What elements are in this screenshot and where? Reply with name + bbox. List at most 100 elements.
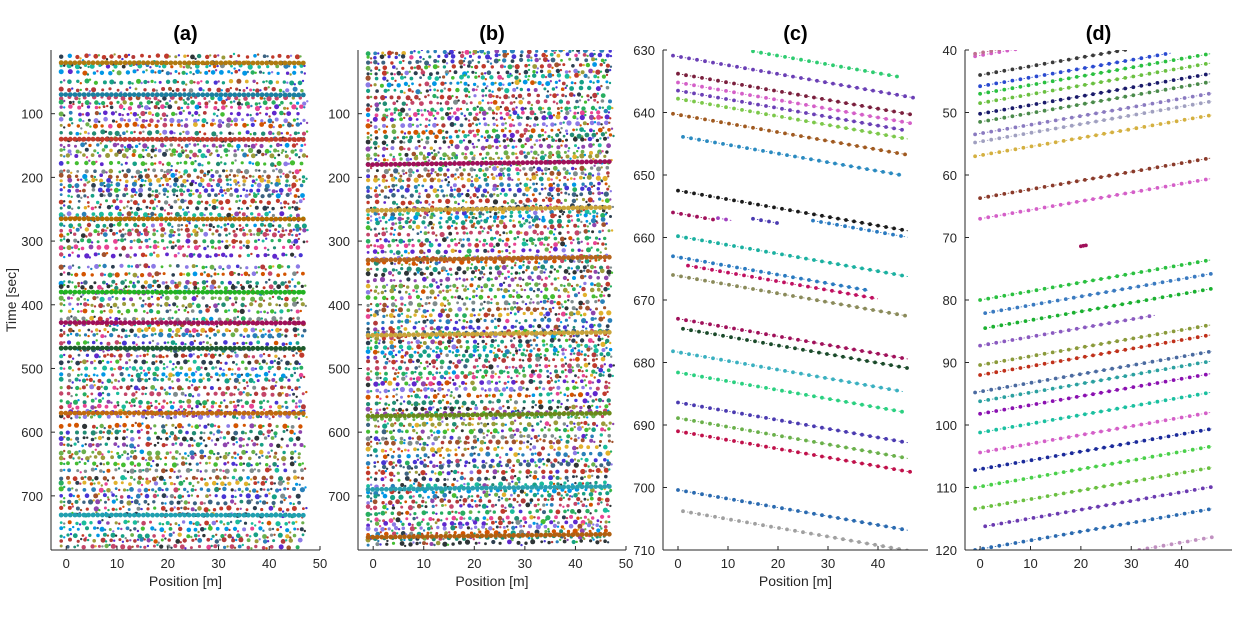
data-point (67, 296, 71, 300)
data-point (95, 92, 101, 97)
data-point (154, 528, 157, 531)
data-point (182, 480, 186, 483)
data-point (159, 216, 165, 222)
data-point (249, 133, 252, 136)
data-point (127, 53, 131, 57)
data-point (218, 353, 222, 357)
data-point (296, 92, 302, 98)
data-point (59, 354, 64, 359)
data-point (271, 316, 277, 322)
data-point (414, 94, 419, 100)
data-point (164, 462, 168, 466)
data-point (262, 54, 267, 58)
data-point (94, 545, 97, 548)
data-point (155, 355, 158, 358)
data-point (150, 385, 156, 390)
data-point (163, 209, 167, 212)
data-point (248, 456, 252, 461)
data-point (595, 69, 601, 75)
data-point (272, 246, 277, 250)
data-point (154, 410, 160, 416)
data-point (235, 239, 238, 243)
data-point (153, 443, 157, 447)
data-point (174, 55, 178, 59)
data-point (153, 424, 157, 428)
data-point (65, 400, 70, 405)
data-point (519, 57, 524, 63)
data-point (213, 122, 217, 126)
data-point (298, 372, 304, 378)
data-point (297, 452, 301, 456)
data-point (192, 484, 195, 488)
data-point (113, 320, 119, 326)
data-point (500, 87, 504, 90)
data-point (168, 360, 172, 364)
data-point (219, 186, 223, 189)
data-point (186, 410, 192, 416)
data-point (547, 63, 552, 69)
data-point (95, 223, 100, 229)
data-point (459, 81, 463, 84)
data-point (233, 117, 239, 123)
data-point (150, 216, 155, 222)
data-point (82, 153, 86, 157)
data-point (193, 527, 198, 532)
data-point (170, 279, 175, 285)
data-point (264, 153, 268, 156)
data-point (214, 539, 219, 544)
data-point (178, 429, 183, 435)
data-point (145, 244, 150, 249)
data-point (151, 194, 154, 197)
data-point (107, 296, 112, 301)
data-point (526, 54, 531, 59)
data-point (98, 487, 104, 493)
data-point (160, 233, 165, 238)
data-point (147, 130, 153, 136)
data-point (234, 301, 238, 304)
data-point (561, 81, 566, 86)
data-point (204, 101, 209, 106)
data-point (194, 370, 198, 373)
data-point (216, 501, 220, 506)
data-point (59, 123, 63, 127)
data-point (299, 104, 304, 109)
data-point (301, 271, 305, 276)
data-point (223, 286, 228, 291)
data-point (291, 104, 297, 110)
data-point (99, 345, 105, 351)
data-point (131, 228, 134, 231)
data-point (267, 248, 270, 251)
data-point (265, 455, 269, 459)
data-point (236, 512, 242, 518)
data-point (184, 394, 187, 397)
data-point (125, 308, 131, 314)
data-point (62, 353, 66, 357)
data-point (85, 383, 89, 387)
data-point (177, 408, 180, 411)
data-point (259, 143, 264, 149)
data-point (271, 232, 277, 238)
data-point (179, 366, 184, 370)
data-point (149, 245, 152, 249)
data-point (146, 100, 151, 105)
data-point (121, 153, 127, 159)
data-point (151, 339, 155, 343)
data-point (247, 274, 251, 277)
data-point (281, 227, 284, 230)
data-point (199, 470, 202, 473)
data-point (109, 92, 114, 97)
data-point (194, 509, 197, 512)
data-point (592, 70, 595, 73)
data-point (172, 79, 178, 84)
data-point (154, 81, 157, 84)
data-point (109, 136, 114, 142)
data-point (255, 453, 258, 456)
data-point (232, 216, 238, 222)
data-point (269, 360, 274, 365)
data-point (287, 512, 292, 518)
data-point (267, 333, 273, 339)
data-point (199, 272, 204, 276)
data-point (144, 111, 148, 115)
data-point (233, 100, 236, 103)
data-point (97, 392, 103, 397)
